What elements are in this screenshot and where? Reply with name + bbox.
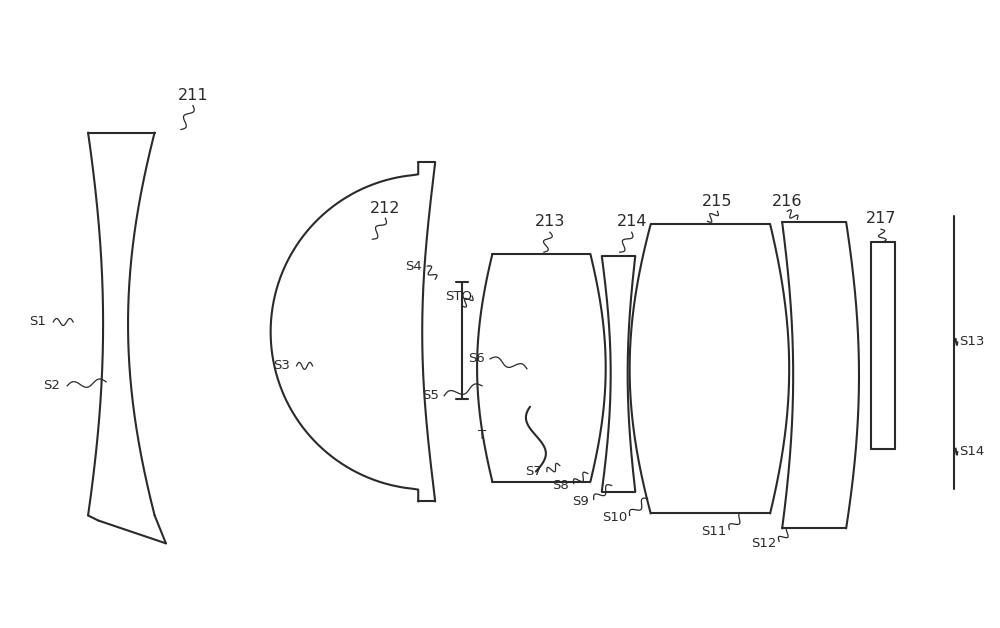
Text: 212: 212 bbox=[370, 201, 401, 216]
Text: 213: 213 bbox=[535, 214, 565, 229]
Text: STO: STO bbox=[445, 290, 472, 303]
Text: 215: 215 bbox=[702, 194, 733, 209]
Text: 217: 217 bbox=[866, 211, 896, 226]
Text: S14: S14 bbox=[959, 445, 984, 458]
Text: S5: S5 bbox=[422, 389, 439, 403]
Text: 214: 214 bbox=[616, 214, 647, 229]
Text: T: T bbox=[478, 429, 486, 442]
Text: S6: S6 bbox=[468, 352, 485, 365]
Text: S3: S3 bbox=[273, 359, 290, 372]
Text: 211: 211 bbox=[178, 87, 208, 102]
Text: S8: S8 bbox=[552, 479, 569, 492]
Text: S2: S2 bbox=[43, 379, 60, 392]
Text: S10: S10 bbox=[602, 511, 627, 524]
Text: S11: S11 bbox=[701, 525, 727, 538]
Text: S12: S12 bbox=[751, 537, 777, 550]
Text: S4: S4 bbox=[405, 259, 422, 273]
Text: S9: S9 bbox=[572, 495, 589, 508]
Text: S7: S7 bbox=[525, 465, 542, 478]
Text: 216: 216 bbox=[772, 194, 802, 209]
Text: S13: S13 bbox=[959, 335, 984, 349]
Text: S1: S1 bbox=[29, 315, 46, 328]
